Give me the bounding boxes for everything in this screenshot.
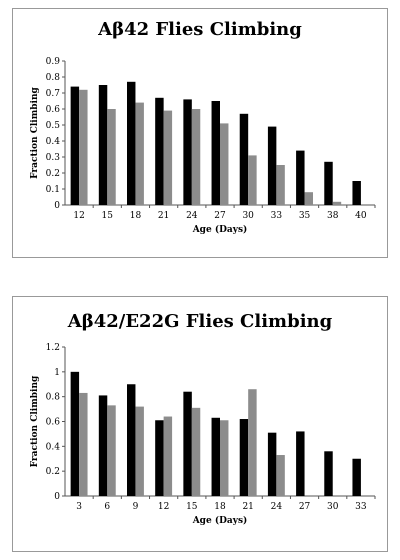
y-tick-label: 0 — [54, 201, 60, 211]
bar — [163, 110, 173, 205]
chart-title: Aβ42/E22G Flies Climbing — [67, 311, 333, 332]
y-axis-label: Fraction Climbing — [30, 86, 40, 178]
bar-chart-abeta42: 0 0.1 0.2 0.3 0.4 0.5 0.6 0.7 0.8 0.9 12 15 18 21 24 27… — [30, 57, 376, 235]
x-tick-label: 21 — [242, 502, 253, 512]
y-tick-label: 0.8 — [46, 73, 61, 83]
x-tick-label: 18 — [214, 502, 226, 512]
x-tick-label: 15 — [186, 502, 198, 512]
y-axis-label: Fraction Climbing — [30, 375, 40, 467]
bar — [107, 405, 116, 496]
bar — [248, 389, 257, 496]
x-tick-label: 35 — [299, 211, 311, 221]
bar — [276, 455, 285, 496]
x-axis-label: Age (Days) — [192, 224, 248, 235]
x-tick-label: 40 — [355, 211, 367, 221]
bar — [304, 192, 313, 205]
bar — [332, 201, 342, 205]
bar — [127, 384, 136, 496]
y-tick-label: 0.6 — [46, 418, 61, 428]
bar — [155, 420, 164, 496]
y-tick-label: 0.3 — [46, 153, 61, 163]
bar — [324, 161, 333, 205]
bar — [79, 89, 88, 205]
bar — [191, 109, 201, 205]
y-tick-label: 0.2 — [46, 169, 60, 179]
bar — [267, 126, 277, 205]
x-axis-label: Age (Days) — [192, 515, 248, 526]
bar — [163, 416, 173, 496]
bar — [276, 165, 285, 205]
bar — [127, 81, 136, 205]
bar — [70, 86, 80, 205]
chart-panel-abeta42: Aβ42 Flies Climbing 0 0.1 0.2 0.3 0.4 0.5 0.6 0… — [12, 8, 388, 258]
bar — [211, 417, 220, 496]
x-tick-label: 27 — [299, 502, 311, 512]
y-tick-label: 0.2 — [46, 467, 60, 477]
bar — [70, 371, 80, 496]
bar — [267, 432, 277, 496]
x-tick-label: 12 — [73, 211, 84, 221]
x-tick-label: 18 — [130, 211, 142, 221]
bar — [107, 109, 116, 205]
bar — [239, 113, 249, 205]
bar — [135, 406, 144, 496]
bar-chart-abeta42-e22g: 0 0.2 0.4 0.6 0.8 1 1.2 3 6 9 12 15 18 21 24 27 30 33 Age … — [30, 343, 376, 526]
bar — [352, 458, 361, 496]
bar — [220, 123, 229, 205]
bar — [220, 420, 229, 496]
x-tick-label: 6 — [104, 502, 110, 512]
y-tick-label: 0.5 — [46, 121, 61, 131]
x-tick-label: 30 — [327, 502, 339, 512]
bar — [183, 391, 192, 496]
y-tick-label: 0.4 — [46, 137, 61, 147]
bar — [155, 97, 164, 205]
bar — [191, 407, 201, 496]
bar — [296, 431, 305, 496]
bar — [183, 99, 192, 205]
bar — [248, 155, 257, 205]
bar — [135, 102, 144, 205]
x-tick-label: 24 — [271, 502, 283, 512]
x-tick-label: 9 — [133, 502, 139, 512]
y-tick-label: 0.1 — [46, 185, 60, 195]
chart-title: Aβ42 Flies Climbing — [98, 19, 302, 40]
x-tick-label: 3 — [76, 502, 82, 512]
y-tick-label: 0.9 — [46, 57, 61, 67]
bar — [239, 419, 249, 496]
x-tick-label: 30 — [242, 211, 254, 221]
x-tick-label: 33 — [271, 211, 283, 221]
x-tick-label: 38 — [327, 211, 339, 221]
bar — [98, 85, 108, 205]
bar — [211, 101, 220, 205]
chart-panel-abeta42-e22g: Aβ42/E22G Flies Climbing 0 0.2 0.4 0.6 0.8 1 1… — [12, 296, 388, 552]
y-tick-label: 0 — [54, 492, 60, 502]
x-tick-label: 24 — [186, 211, 198, 221]
x-tick-label: 21 — [158, 211, 169, 221]
y-tick-label: 1 — [54, 368, 60, 378]
bar — [79, 392, 88, 496]
y-tick-label: 0.8 — [46, 393, 61, 403]
bar — [324, 451, 333, 496]
x-tick-label: 33 — [355, 502, 367, 512]
y-tick-label: 0.4 — [46, 442, 61, 452]
x-tick-label: 15 — [102, 211, 114, 221]
x-tick-label: 12 — [158, 502, 169, 512]
bar — [296, 150, 305, 205]
y-tick-label: 0.7 — [46, 89, 61, 99]
bar — [352, 181, 361, 205]
bar — [98, 395, 108, 496]
y-tick-label: 0.6 — [46, 105, 61, 115]
x-tick-label: 27 — [214, 211, 226, 221]
y-tick-label: 1.2 — [46, 343, 60, 353]
